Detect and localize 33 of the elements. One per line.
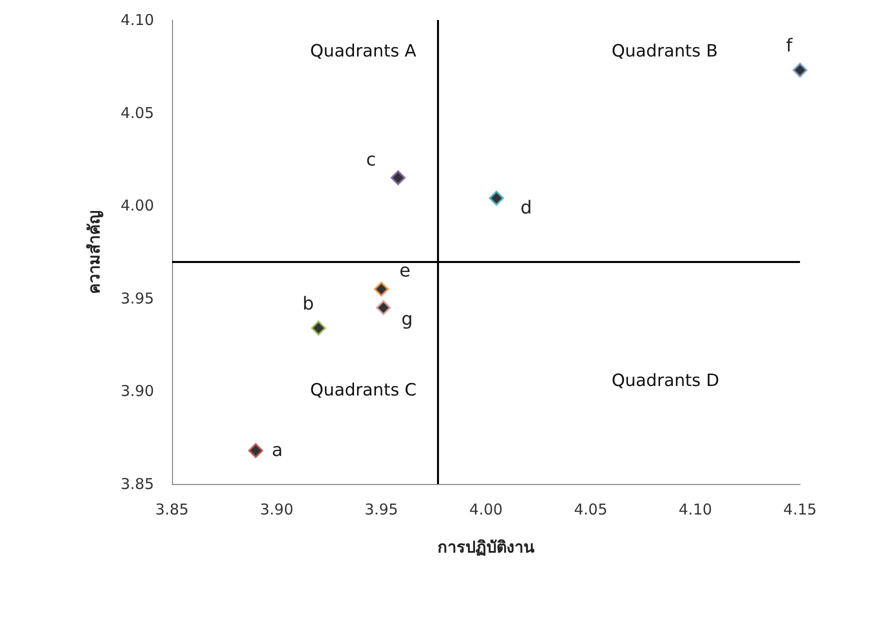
annotation: Quadrants A (310, 42, 417, 62)
x-tick-label: 4.15 (783, 500, 817, 518)
y-tick-label: 4.10 (120, 11, 154, 29)
y-tick-label: 4.05 (120, 104, 154, 122)
point (390, 170, 406, 186)
annotation: Quadrants B (612, 42, 718, 62)
point (792, 62, 808, 78)
annotation: e (399, 260, 410, 282)
y-tick-label: 3.90 (120, 382, 154, 400)
point (248, 443, 264, 458)
annotation: g (401, 309, 413, 330)
annotation: Quadrants C (310, 380, 417, 400)
x-tick-label: 4.00 (469, 500, 503, 518)
x-axis-title: การปฏิบัติงาน (438, 538, 534, 556)
point (311, 320, 326, 336)
x-tick-label: 4.05 (574, 500, 608, 518)
y-tick-label: 4.00 (120, 196, 154, 215)
annotation: a (272, 440, 283, 462)
x-tick-label: 3.85 (155, 500, 189, 518)
annotation: c (366, 149, 376, 170)
annotation: d (520, 198, 532, 219)
point (374, 282, 389, 297)
x-tick-label: 3.90 (260, 500, 294, 518)
y-tick-label: 3.95 (120, 289, 154, 308)
annotation: b (302, 294, 314, 315)
x-tick-label: 3.95 (364, 500, 398, 518)
point (488, 190, 504, 206)
y-tick-label: 3.85 (120, 475, 154, 493)
x-tick-label: 4.10 (678, 500, 712, 518)
annotation: Quadrants D (612, 371, 720, 392)
point (376, 300, 391, 316)
annotation: f (786, 36, 793, 57)
y-axis-title: ความสำคัญ (84, 210, 104, 294)
